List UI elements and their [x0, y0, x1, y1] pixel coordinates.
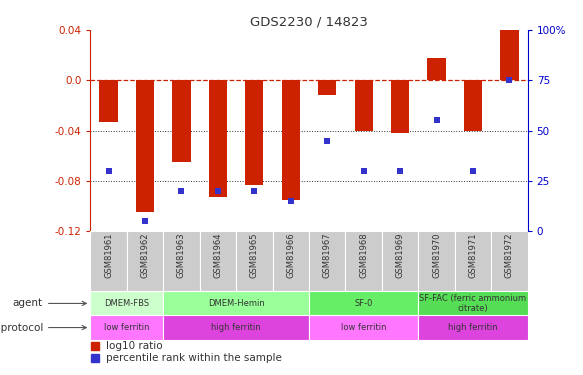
Title: GDS2230 / 14823: GDS2230 / 14823: [250, 16, 368, 29]
Text: GSM81966: GSM81966: [286, 233, 295, 279]
Bar: [163, 315, 309, 340]
Bar: [354, 80, 373, 130]
Text: growth protocol: growth protocol: [0, 322, 86, 333]
Text: GSM81961: GSM81961: [104, 233, 113, 278]
Bar: [419, 315, 528, 340]
Text: GSM81964: GSM81964: [213, 233, 222, 278]
Bar: [90, 291, 163, 315]
Bar: [127, 231, 163, 291]
Bar: [318, 80, 336, 95]
Bar: [309, 231, 345, 291]
Bar: [90, 315, 163, 340]
Bar: [419, 291, 528, 315]
Text: agent: agent: [13, 298, 86, 308]
Bar: [199, 231, 236, 291]
Text: low ferritin: low ferritin: [104, 323, 150, 332]
Bar: [427, 58, 445, 80]
Text: low ferritin: low ferritin: [341, 323, 387, 332]
Text: GSM81971: GSM81971: [469, 233, 477, 278]
Bar: [419, 231, 455, 291]
Text: DMEM-FBS: DMEM-FBS: [104, 299, 149, 308]
Text: SF-FAC (ferric ammonium
citrate): SF-FAC (ferric ammonium citrate): [419, 294, 526, 313]
Text: GSM81972: GSM81972: [505, 233, 514, 278]
Bar: [345, 231, 382, 291]
Bar: [163, 231, 199, 291]
Bar: [500, 30, 518, 80]
Text: DMEM-Hemin: DMEM-Hemin: [208, 299, 265, 308]
Bar: [90, 231, 127, 291]
Bar: [382, 231, 419, 291]
Bar: [464, 80, 482, 130]
Bar: [136, 80, 154, 212]
Text: GSM81970: GSM81970: [432, 233, 441, 278]
Bar: [282, 80, 300, 200]
Bar: [273, 231, 309, 291]
Bar: [245, 80, 264, 184]
Text: GSM81962: GSM81962: [141, 233, 149, 278]
Bar: [100, 80, 118, 122]
Bar: [209, 80, 227, 197]
Bar: [391, 80, 409, 133]
Text: percentile rank within the sample: percentile rank within the sample: [106, 353, 282, 363]
Text: GSM81968: GSM81968: [359, 233, 368, 279]
Text: GSM81965: GSM81965: [250, 233, 259, 278]
Bar: [309, 315, 419, 340]
Text: GSM81967: GSM81967: [323, 233, 332, 279]
Text: GSM81963: GSM81963: [177, 233, 186, 279]
Bar: [309, 291, 419, 315]
Text: high ferritin: high ferritin: [211, 323, 261, 332]
Bar: [491, 231, 528, 291]
Text: SF-0: SF-0: [354, 299, 373, 308]
Bar: [163, 291, 309, 315]
Bar: [455, 231, 491, 291]
Bar: [173, 80, 191, 162]
Text: GSM81969: GSM81969: [396, 233, 405, 278]
Text: high ferritin: high ferritin: [448, 323, 498, 332]
Bar: [236, 231, 273, 291]
Text: log10 ratio: log10 ratio: [106, 340, 162, 351]
